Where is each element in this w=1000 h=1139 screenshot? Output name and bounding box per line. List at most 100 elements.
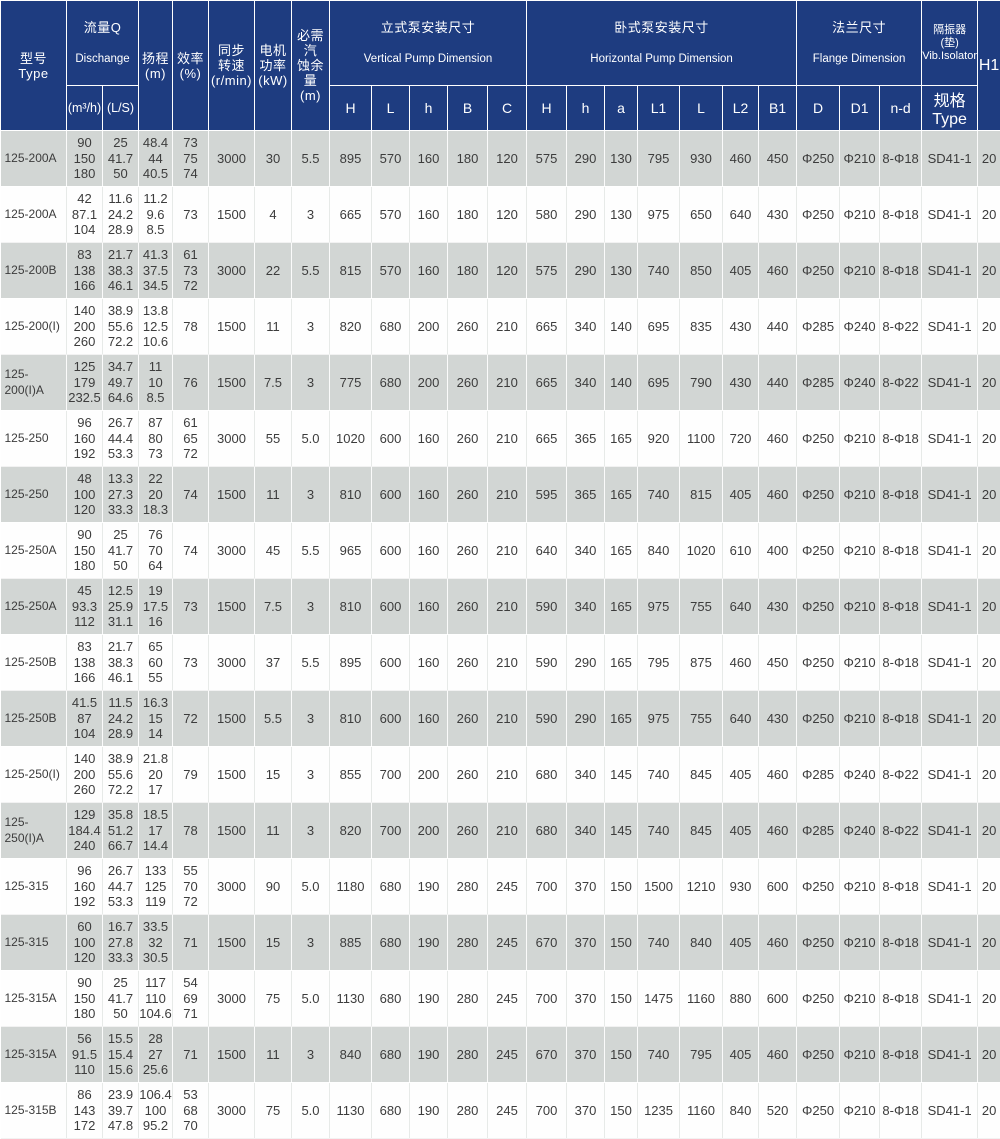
cell-horiz-L: 840 <box>680 915 723 971</box>
cell-horiz-a: 140 <box>605 355 638 411</box>
cell-efficiency: 74 <box>173 523 209 579</box>
cell-H1: 20 <box>978 1027 1000 1083</box>
cell-flow-ls: 26.7 44.7 53.3 <box>103 859 139 915</box>
cell-horiz-L: 795 <box>680 1027 723 1083</box>
cell-horiz-L1: 740 <box>638 1027 680 1083</box>
cell-vert-H: 810 <box>330 467 372 523</box>
col-header-horiz-H: H <box>527 86 567 131</box>
cell-flange-D1: Φ240 <box>840 747 880 803</box>
cell-isolator-type: SD41-1 <box>922 131 978 187</box>
cell-H1: 20 <box>978 691 1000 747</box>
cell-vert-C: 210 <box>488 299 527 355</box>
cell-flow-ls: 38.9 55.6 72.2 <box>103 299 139 355</box>
cell-horiz-B1: 430 <box>759 187 797 243</box>
cell-flow-ls: 16.7 27.8 33.3 <box>103 915 139 971</box>
cell-vert-B: 260 <box>448 803 488 859</box>
cell-horiz-h: 370 <box>567 1027 605 1083</box>
cell-horiz-a: 165 <box>605 691 638 747</box>
cell-H1: 20 <box>978 915 1000 971</box>
cell-vert-H: 815 <box>330 243 372 299</box>
cell-horiz-B1: 460 <box>759 747 797 803</box>
cell-flange-D: Φ250 <box>797 1027 840 1083</box>
cell-flange-n-d: 8-Φ18 <box>880 691 922 747</box>
cell-flange-n-d: 8-Φ18 <box>880 1027 922 1083</box>
cell-head-m: 106.4 100 95.2 <box>139 1083 173 1139</box>
col-header-flange-n-d: n-d <box>880 86 922 131</box>
cell-vert-L: 680 <box>372 915 410 971</box>
cell-flange-D: Φ250 <box>797 635 840 691</box>
col-group-vib-isolator: 隔振器 (垫) Vib.Isolator <box>922 1 978 86</box>
col-header-flow-ls: (L/S) <box>103 86 139 131</box>
cell-horiz-h: 290 <box>567 243 605 299</box>
cell-flow-m3h: 56 91.5 110 <box>67 1027 103 1083</box>
cell-isolator-type: SD41-1 <box>922 635 978 691</box>
cell-vert-B: 260 <box>448 299 488 355</box>
cell-vert-H: 820 <box>330 803 372 859</box>
cell-flange-D: Φ250 <box>797 523 840 579</box>
cell-horiz-a: 130 <box>605 187 638 243</box>
cell-vert-H: 965 <box>330 523 372 579</box>
cell-vert-H: 665 <box>330 187 372 243</box>
cell-efficiency: 53 68 70 <box>173 1083 209 1139</box>
cell-flow-m3h: 96 160 192 <box>67 859 103 915</box>
cell-vert-h: 190 <box>410 1027 448 1083</box>
col-header-isolator-type: 规格 Type <box>922 86 978 131</box>
cell-flange-n-d: 8-Φ18 <box>880 467 922 523</box>
cell-vert-C: 210 <box>488 355 527 411</box>
cell-horiz-H: 590 <box>527 691 567 747</box>
cell-flow-ls: 25 41.7 50 <box>103 971 139 1027</box>
cell-flow-m3h: 83 138 166 <box>67 243 103 299</box>
cell-model: 125-315A <box>1 1027 67 1083</box>
cell-horiz-L: 850 <box>680 243 723 299</box>
cell-flange-n-d: 8-Φ18 <box>880 243 922 299</box>
cell-horiz-L1: 740 <box>638 803 680 859</box>
cell-efficiency: 78 <box>173 299 209 355</box>
cell-flow-m3h: 45 93.3 112 <box>67 579 103 635</box>
cell-flange-D: Φ285 <box>797 299 840 355</box>
cell-horiz-L1: 975 <box>638 187 680 243</box>
cell-speed-rmin: 3000 <box>209 131 255 187</box>
cell-vert-h: 160 <box>410 131 448 187</box>
cell-vert-B: 280 <box>448 859 488 915</box>
cell-horiz-a: 145 <box>605 803 638 859</box>
cell-horiz-L: 875 <box>680 635 723 691</box>
cell-flange-n-d: 8-Φ18 <box>880 579 922 635</box>
cell-vert-C: 210 <box>488 747 527 803</box>
cell-flow-ls: 12.5 25.9 31.1 <box>103 579 139 635</box>
cell-vert-h: 200 <box>410 803 448 859</box>
cell-flange-D: Φ250 <box>797 915 840 971</box>
cell-model: 125-250B <box>1 691 67 747</box>
cell-horiz-h: 340 <box>567 579 605 635</box>
cell-horiz-B1: 460 <box>759 803 797 859</box>
cell-horiz-L1: 795 <box>638 635 680 691</box>
cell-horiz-h: 340 <box>567 523 605 579</box>
cell-flange-n-d: 8-Φ18 <box>880 915 922 971</box>
cell-vert-C: 245 <box>488 971 527 1027</box>
cell-vert-H: 840 <box>330 1027 372 1083</box>
cell-flange-n-d: 8-Φ18 <box>880 635 922 691</box>
cell-flange-n-d: 8-Φ22 <box>880 803 922 859</box>
cell-efficiency: 73 <box>173 187 209 243</box>
cell-npsh-m: 3 <box>292 747 330 803</box>
cell-flow-ls: 38.9 55.6 72.2 <box>103 747 139 803</box>
cell-head-m: 22 20 18.3 <box>139 467 173 523</box>
cell-npsh-m: 3 <box>292 691 330 747</box>
cell-flange-D: Φ250 <box>797 859 840 915</box>
cell-horiz-L2: 405 <box>723 747 759 803</box>
cell-horiz-L: 815 <box>680 467 723 523</box>
cell-motor-power-kw: 55 <box>255 411 292 467</box>
cell-speed-rmin: 1500 <box>209 187 255 243</box>
cell-model: 125-250(I)A <box>1 803 67 859</box>
cell-flow-m3h: 42 87.1 104 <box>67 187 103 243</box>
cell-horiz-h: 340 <box>567 747 605 803</box>
cell-flange-D1: Φ210 <box>840 579 880 635</box>
cell-head-m: 65 60 55 <box>139 635 173 691</box>
cell-horiz-a: 150 <box>605 1083 638 1139</box>
cell-horiz-H: 700 <box>527 1083 567 1139</box>
cell-horiz-B1: 460 <box>759 243 797 299</box>
vertical-label-zh: 立式泵安装尺寸 <box>330 20 526 35</box>
